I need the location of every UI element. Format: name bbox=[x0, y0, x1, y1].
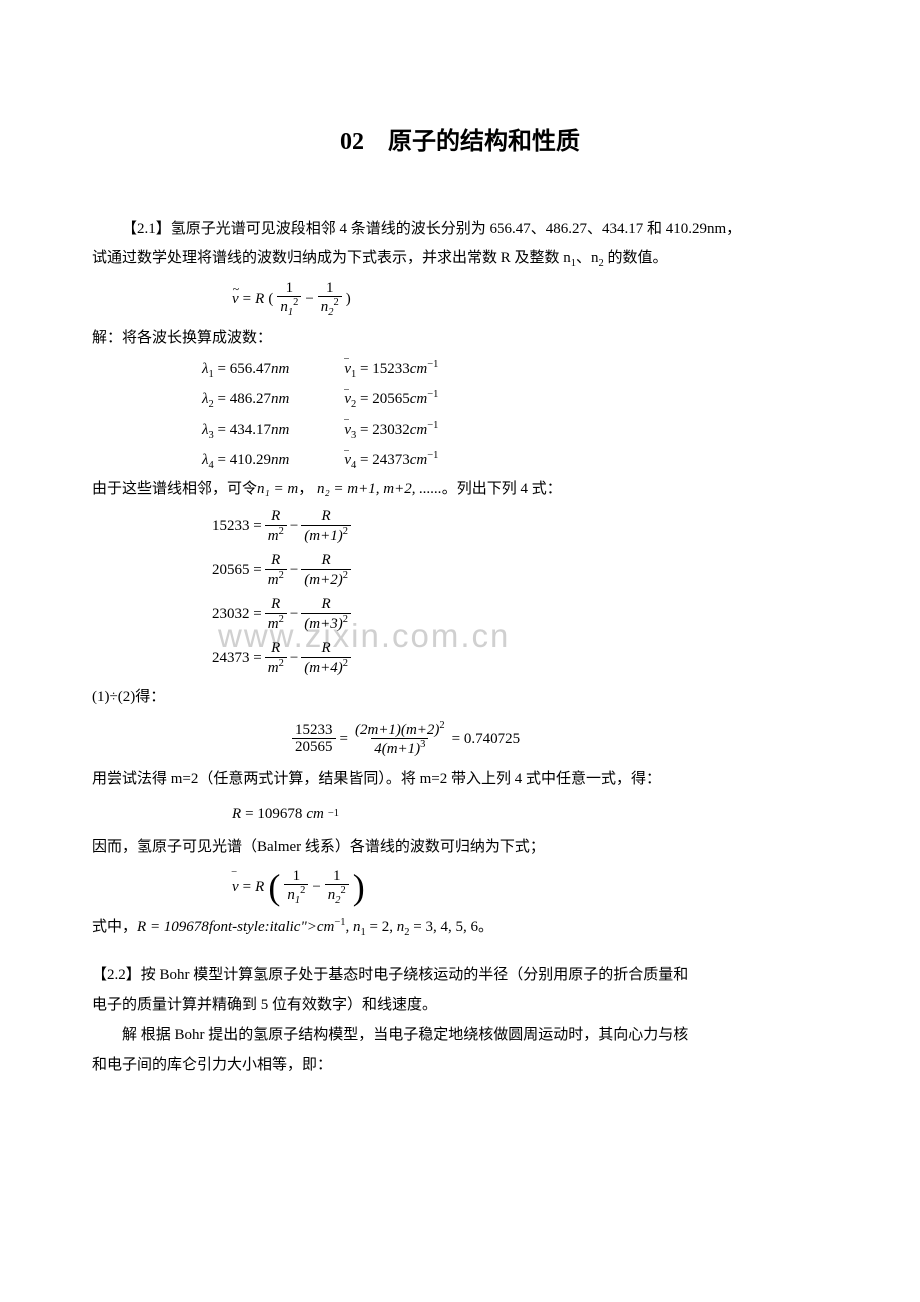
R-result: R = 109678cm−1 bbox=[232, 800, 828, 829]
equation-system: 15233 = Rm2 − R(m+1)2 20565 = Rm2 − R(m+… bbox=[212, 508, 828, 676]
problem-2-2-sol-line2: 和电子间的库仑引力大小相等，即： bbox=[92, 1052, 828, 1080]
chapter-title: 02 原子的结构和性质 bbox=[92, 120, 828, 166]
problem-2-2-intro-line2: 电子的质量计算并精确到 5 位有效数字）和线速度。 bbox=[92, 992, 828, 1020]
problem-2-2-sol-line1: 解 根据 Bohr 提出的氢原子结构模型，当电子稳定地绕核做圆周运动时，其向心力… bbox=[92, 1022, 828, 1050]
where-text: 式中，R = 109678font-style:italic">cm−1, n1… bbox=[92, 913, 828, 942]
wavenumber-column: ν1 = 15233cm−1 ν2 = 20565cm−1 ν3 = 23032… bbox=[344, 355, 438, 477]
problem-2-1-intro-line1: 【2.1】氢原子光谱可见波段相邻 4 条谱线的波长分别为 656.47、486.… bbox=[92, 216, 828, 244]
problem-2-1-intro-line2: 试通过数学处理将谱线的波数归纳成为下式表示，并求出常数 R 及整数 n1、n2 … bbox=[92, 245, 828, 273]
try-method-text: 用尝试法得 m=2（任意两式计算，结果皆同）。将 m=2 带入上列 4 式中任意… bbox=[92, 766, 828, 794]
wavelength-column: λ1 = 656.47nm λ2 = 486.27nm λ3 = 434.17n… bbox=[202, 355, 289, 477]
final-formula: ν = R ( 1n12 − 1n22 ) bbox=[232, 868, 828, 907]
ratio-equation: 1523320565 = (2m+1)(m+2)24(m+1)3 = 0.740… bbox=[292, 720, 828, 758]
problem-2-2-intro-line1: 【2.2】按 Bohr 模型计算氢原子处于基态时电子绕核运动的半径（分别用原子的… bbox=[92, 962, 828, 990]
wavelength-wavenumber-table: λ1 = 656.47nm λ2 = 486.27nm λ3 = 434.17n… bbox=[202, 355, 828, 477]
main-formula: ν = R(1n12 − 1n22) bbox=[232, 280, 828, 319]
therefore-text: 因而，氢原子可见光谱（Balmer 线系）各谱线的波数可归纳为下式； bbox=[92, 834, 828, 862]
divide-text: (1)÷(2)得： bbox=[92, 684, 828, 712]
eq-2: 20565 = Rm2 − R(m+2)2 bbox=[212, 552, 828, 588]
solution-intro: 解：将各波长换算成波数： bbox=[92, 325, 828, 353]
eq-3: 23032 = Rm2 − R(m+3)2 bbox=[212, 596, 828, 632]
adjacent-lines-text: 由于这些谱线相邻，可令n₁ = m， n₂ = m+1, m+2, ......… bbox=[92, 476, 828, 504]
eq-1: 15233 = Rm2 − R(m+1)2 bbox=[212, 508, 828, 544]
eq-4: 24373 = Rm2 − R(m+4)2 bbox=[212, 640, 828, 676]
